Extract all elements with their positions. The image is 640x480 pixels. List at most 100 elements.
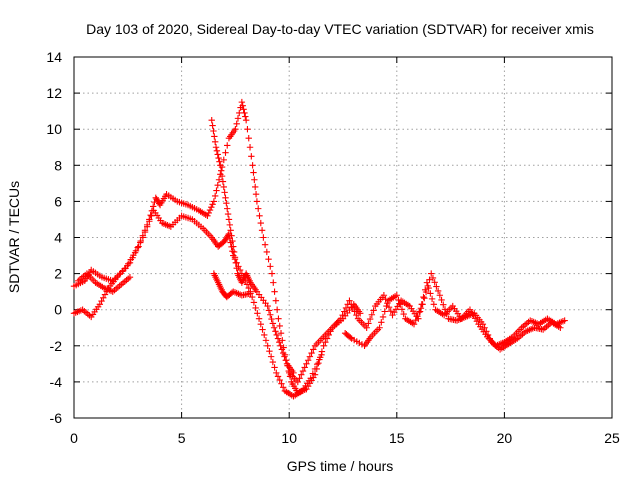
x-axis-label: GPS time / hours	[287, 458, 394, 474]
y-tick-label: -4	[50, 374, 63, 390]
data-point	[365, 320, 372, 327]
x-tick-label: 0	[70, 430, 78, 446]
data-point	[271, 288, 278, 295]
data-point	[337, 315, 345, 322]
data-point	[393, 292, 400, 299]
data-point	[276, 338, 283, 346]
data-point	[400, 310, 407, 318]
data-point	[101, 291, 109, 298]
data-point	[139, 234, 147, 241]
data-point	[137, 239, 144, 246]
data-point	[98, 297, 105, 305]
data-point	[424, 282, 431, 290]
data-point	[254, 310, 261, 317]
data-point	[339, 311, 346, 319]
data-point	[227, 227, 234, 234]
data-point	[383, 302, 390, 310]
data-point	[434, 287, 442, 295]
data-point	[229, 237, 236, 245]
data-point	[427, 290, 434, 297]
data-point	[397, 301, 404, 308]
data-point	[277, 342, 284, 349]
data-point	[351, 308, 358, 315]
data-point	[208, 116, 215, 124]
y-tick-label: 10	[46, 121, 62, 137]
data-point	[232, 259, 240, 266]
data-point	[298, 371, 305, 378]
data-point	[281, 353, 288, 360]
data-point	[215, 176, 223, 183]
data-point	[224, 142, 231, 149]
data-point	[277, 329, 285, 337]
data-point	[309, 370, 317, 377]
data-point	[412, 316, 419, 324]
data-point	[378, 319, 385, 326]
data-point	[414, 312, 421, 320]
data-point	[441, 306, 449, 313]
data-point	[370, 307, 377, 314]
data-point	[224, 205, 231, 212]
data-point	[224, 210, 232, 218]
data-point	[211, 138, 219, 146]
data-point	[484, 331, 492, 339]
data-point	[347, 334, 354, 341]
data-point	[246, 144, 254, 151]
data-point	[217, 167, 225, 174]
data-point	[483, 328, 490, 335]
series-track-a	[70, 98, 364, 396]
data-point	[275, 315, 282, 322]
chart-title: Day 103 of 2020, Sidereal Day-to-day VTE…	[86, 21, 594, 37]
data-point	[310, 346, 317, 353]
data-point	[233, 264, 240, 272]
data-point	[209, 122, 216, 129]
data-point	[225, 216, 233, 223]
data-point	[244, 126, 251, 133]
data-point	[304, 357, 312, 364]
data-point	[221, 189, 228, 196]
data-point	[253, 198, 261, 205]
data-point	[245, 284, 252, 292]
data-point	[357, 310, 364, 317]
data-point	[252, 304, 259, 312]
data-point	[263, 248, 271, 256]
data-point	[239, 102, 246, 109]
data-point	[255, 205, 262, 212]
data-point	[266, 348, 273, 355]
data-point	[141, 228, 149, 236]
data-point	[147, 211, 154, 219]
data-point	[431, 279, 438, 286]
data-point	[131, 249, 139, 256]
data-point	[220, 183, 227, 191]
data-point	[278, 346, 286, 353]
data-point	[241, 109, 248, 117]
data-point	[307, 375, 314, 382]
data-point	[398, 306, 406, 313]
data-point	[276, 322, 283, 330]
data-point	[276, 376, 283, 384]
data-point	[211, 133, 218, 140]
data-point	[318, 351, 325, 359]
grid-lines	[74, 57, 612, 418]
data-point	[380, 292, 388, 299]
data-point	[205, 209, 212, 217]
data-point	[315, 359, 322, 367]
data-point	[134, 244, 141, 251]
data-point	[226, 221, 234, 229]
data-point	[232, 126, 239, 133]
data-point	[479, 320, 487, 328]
data-point	[268, 315, 275, 323]
data-point	[438, 296, 445, 304]
data-point	[349, 304, 357, 312]
x-tick-label: 15	[389, 430, 405, 446]
data-point	[421, 294, 428, 302]
data-point	[208, 203, 215, 211]
data-point	[148, 212, 155, 220]
data-point	[259, 326, 266, 333]
data-point	[422, 288, 430, 296]
data-point	[249, 162, 256, 169]
data-point	[262, 337, 270, 344]
data-point	[379, 313, 387, 321]
x-tick-label: 10	[281, 430, 297, 446]
data-point	[420, 293, 427, 301]
y-tick-labels: -6 -4 -2 0 2 4 6 8 10 12 14	[46, 49, 62, 426]
